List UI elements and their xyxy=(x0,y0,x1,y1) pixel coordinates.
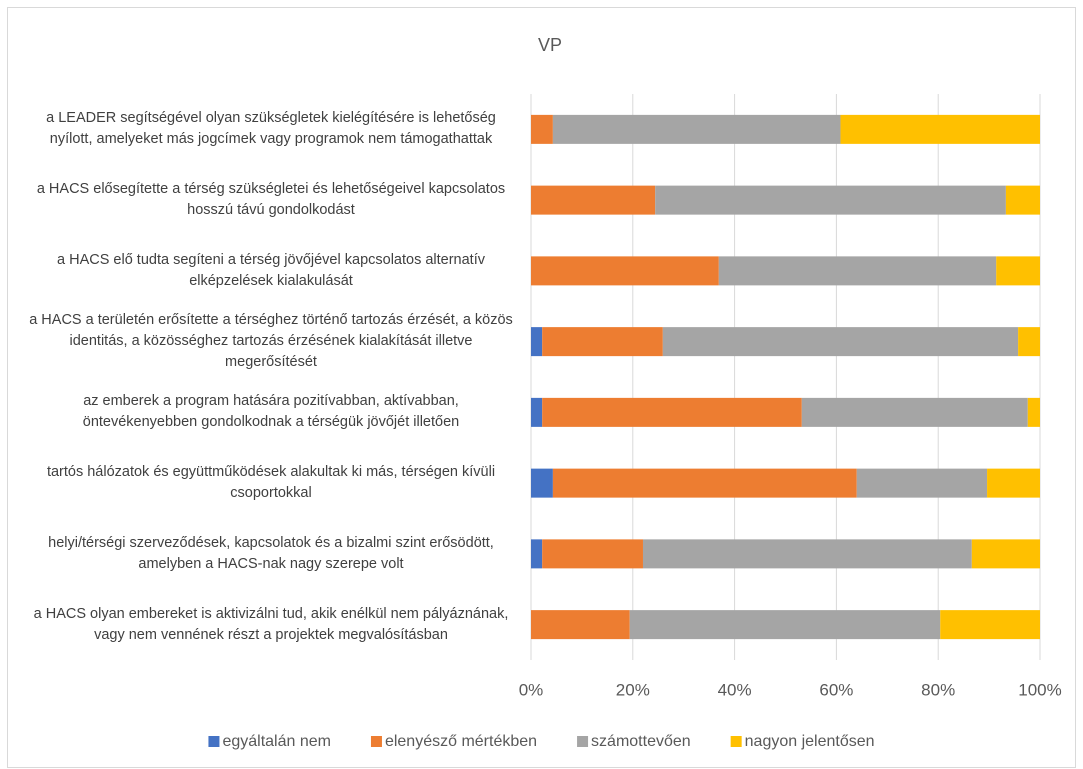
bar-segment xyxy=(542,539,643,569)
bar-segment xyxy=(531,114,553,144)
bar-segment xyxy=(996,256,1040,286)
x-tick-label: 40% xyxy=(718,680,752,699)
y-tick-label: a HACS olyan embereket is aktivizálni tu… xyxy=(33,605,509,643)
bar-segment xyxy=(542,327,663,357)
bar-segment xyxy=(552,468,857,498)
legend-swatch xyxy=(370,736,382,747)
bar-segment xyxy=(971,539,1040,569)
bar-segment xyxy=(801,397,1028,427)
bar-segment xyxy=(531,468,553,498)
legend-label: nagyon jelentősen xyxy=(745,733,875,750)
bar-segment xyxy=(940,610,1040,640)
x-tick-label: 0% xyxy=(519,680,544,699)
y-tick-label: a HACS elősegítette a térség szükséglete… xyxy=(36,181,506,219)
legend-label: egyáltalán nem xyxy=(222,733,331,750)
legend-label: elenyésző mértékben xyxy=(385,733,537,750)
bar-segment xyxy=(531,539,543,569)
bar-segment xyxy=(655,185,1006,215)
y-tick-label: az emberek a program hatására pozitívabb… xyxy=(82,393,460,431)
bar-segment xyxy=(629,610,941,640)
bar-segment xyxy=(987,468,1040,498)
x-tick-label: 100% xyxy=(1018,680,1061,699)
bar-segment xyxy=(718,256,997,286)
y-tick-label: a HACS elő tudta segíteni a térség jövőj… xyxy=(57,251,485,289)
chart-title: VP xyxy=(538,35,562,55)
bar-segment xyxy=(662,327,1019,357)
legend-swatch xyxy=(577,736,589,747)
legend-swatch xyxy=(730,736,742,747)
y-tick-label: a HACS a területén erősítette a térséghe… xyxy=(29,312,513,371)
bar-segment xyxy=(840,114,1040,144)
bar-segment xyxy=(531,327,543,357)
y-tick-label: a LEADER segítségével olyan szükségletek… xyxy=(46,110,496,148)
x-tick-label: 80% xyxy=(921,680,955,699)
x-tick-label: 60% xyxy=(819,680,853,699)
bar-segment xyxy=(531,610,630,640)
chart-border xyxy=(7,7,1076,768)
bar-segment xyxy=(531,185,656,215)
bar-segment xyxy=(552,114,841,144)
bar-segment xyxy=(642,539,972,569)
bar-segment xyxy=(1005,185,1040,215)
x-tick-label: 20% xyxy=(616,680,650,699)
bar-segment xyxy=(531,397,543,427)
legend-swatch xyxy=(208,736,220,747)
y-tick-label: tartós hálózatok és együttműködések alak… xyxy=(46,464,496,502)
bar-segment xyxy=(542,397,802,427)
bar-segment xyxy=(531,256,719,286)
bar-segment xyxy=(856,468,988,498)
legend-label: számottevően xyxy=(591,733,691,750)
bar-segment xyxy=(1027,397,1040,427)
bar-segment xyxy=(1018,327,1040,357)
y-tick-label: helyi/térségi szerveződések, kapcsolatok… xyxy=(48,534,494,572)
